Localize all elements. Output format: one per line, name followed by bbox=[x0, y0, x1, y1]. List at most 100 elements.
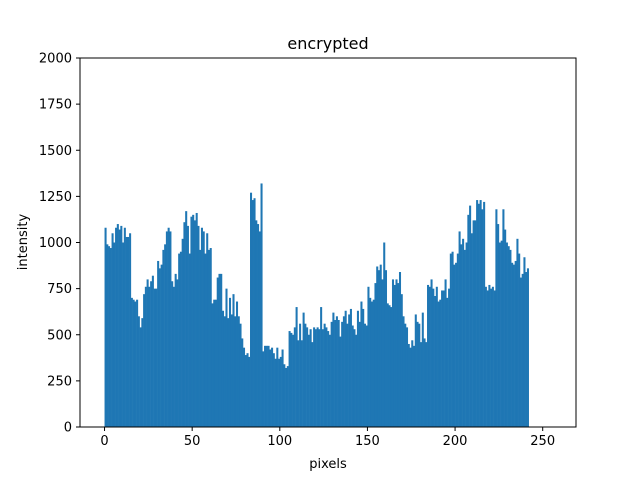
x-tick-label: 200 bbox=[443, 434, 468, 449]
histogram-bar bbox=[511, 262, 514, 427]
histogram-bar bbox=[363, 323, 366, 427]
histogram-bar bbox=[130, 297, 133, 427]
histogram-bar bbox=[113, 242, 116, 427]
histogram-bar bbox=[411, 340, 414, 427]
histogram-bar bbox=[458, 231, 461, 427]
histogram-bar bbox=[476, 200, 479, 427]
histogram-bar bbox=[200, 227, 203, 427]
histogram-bar bbox=[178, 253, 181, 427]
bars-group bbox=[104, 183, 529, 428]
histogram-bar bbox=[183, 222, 186, 427]
histogram-bar bbox=[157, 260, 160, 427]
histogram-bar bbox=[456, 253, 459, 427]
y-tick-label: 500 bbox=[47, 328, 72, 343]
histogram-bar bbox=[349, 308, 352, 427]
histogram-bar bbox=[483, 201, 486, 427]
histogram-bar bbox=[185, 211, 188, 427]
histogram-bar bbox=[176, 279, 179, 427]
histogram-bar bbox=[257, 224, 260, 427]
histogram-bar bbox=[136, 299, 139, 427]
histogram-bar bbox=[495, 209, 498, 427]
histogram-bar bbox=[258, 231, 261, 427]
histogram-bar bbox=[360, 301, 363, 427]
histogram-bar bbox=[514, 260, 517, 427]
histogram-bar bbox=[299, 323, 302, 427]
histogram-bar bbox=[265, 345, 268, 427]
x-tick-label: 250 bbox=[530, 434, 555, 449]
x-tick-label: 150 bbox=[355, 434, 380, 449]
y-axis-label: intensity bbox=[16, 214, 31, 271]
histogram-bar bbox=[264, 345, 267, 427]
y-tick-label: 1000 bbox=[39, 236, 72, 251]
histogram-bar bbox=[409, 347, 412, 427]
histogram-bar bbox=[383, 242, 386, 427]
histogram-bar bbox=[509, 249, 512, 427]
histogram-bar bbox=[167, 227, 170, 427]
histogram-bar bbox=[311, 342, 314, 427]
histogram-bar bbox=[104, 227, 107, 427]
histogram-bar bbox=[455, 262, 458, 427]
histogram-bar bbox=[462, 238, 465, 427]
histogram-bar bbox=[427, 284, 430, 427]
histogram-bar bbox=[407, 343, 410, 427]
histogram-bar bbox=[402, 316, 405, 427]
histogram-bar bbox=[474, 220, 477, 427]
histogram-bar bbox=[339, 336, 342, 427]
histogram-bar bbox=[488, 284, 491, 427]
histogram-bar bbox=[271, 347, 274, 427]
histogram-bar bbox=[141, 318, 144, 427]
histogram-bar bbox=[214, 299, 217, 427]
histogram-bar bbox=[323, 323, 326, 427]
histogram-bar bbox=[286, 366, 289, 427]
y-tick-label: 750 bbox=[47, 282, 72, 297]
histogram-bar bbox=[243, 347, 246, 427]
histogram-bar bbox=[332, 312, 335, 427]
histogram-bar bbox=[377, 270, 380, 427]
histogram-bar bbox=[327, 331, 330, 427]
histogram-bar bbox=[512, 264, 515, 427]
histogram-bar bbox=[467, 214, 470, 427]
histogram-bar bbox=[418, 323, 421, 427]
histogram-bar bbox=[484, 286, 487, 427]
histogram-bar bbox=[442, 290, 445, 427]
histogram-bar bbox=[362, 308, 365, 427]
histogram-bar bbox=[449, 253, 452, 427]
histogram-bar bbox=[519, 277, 522, 427]
histogram-bar bbox=[370, 301, 373, 427]
histogram-bar bbox=[246, 353, 249, 427]
histogram-bar bbox=[169, 231, 172, 427]
histogram-bar bbox=[255, 220, 258, 427]
histogram-bar bbox=[209, 248, 212, 427]
histogram-bar bbox=[526, 268, 529, 427]
histogram-bar bbox=[235, 301, 239, 427]
histogram-bar bbox=[498, 242, 501, 427]
histogram-bar bbox=[481, 209, 484, 427]
histogram-bar bbox=[441, 290, 444, 427]
histogram-bar bbox=[283, 364, 286, 427]
histogram-bar bbox=[144, 286, 147, 427]
histogram-bar bbox=[276, 347, 279, 427]
histogram-bar bbox=[250, 192, 253, 427]
histogram-bar bbox=[516, 238, 519, 427]
histogram-bar bbox=[123, 227, 126, 427]
histogram-bar bbox=[414, 314, 417, 427]
histogram-bar bbox=[251, 200, 254, 427]
histogram-bar bbox=[279, 356, 282, 427]
histogram-bar bbox=[353, 329, 356, 427]
histogram-bar bbox=[521, 273, 524, 427]
y-axis: 0 250 500 750 1000 1250 1500 1750 2000 bbox=[39, 52, 80, 436]
histogram-bar bbox=[151, 275, 154, 427]
histogram-bar bbox=[306, 327, 309, 427]
histogram-bar bbox=[358, 321, 361, 427]
y-tick-label: 0 bbox=[64, 421, 72, 436]
histogram-bar bbox=[132, 299, 135, 427]
histogram-bar bbox=[139, 327, 142, 427]
histogram-bar bbox=[490, 288, 493, 428]
histogram-bar bbox=[351, 325, 354, 427]
histogram-bar bbox=[334, 319, 337, 427]
histogram-bar bbox=[155, 288, 158, 428]
histogram-bar bbox=[120, 225, 123, 427]
histogram-bar bbox=[150, 281, 153, 427]
histogram-bar bbox=[379, 264, 382, 427]
histogram-bar bbox=[397, 283, 400, 427]
